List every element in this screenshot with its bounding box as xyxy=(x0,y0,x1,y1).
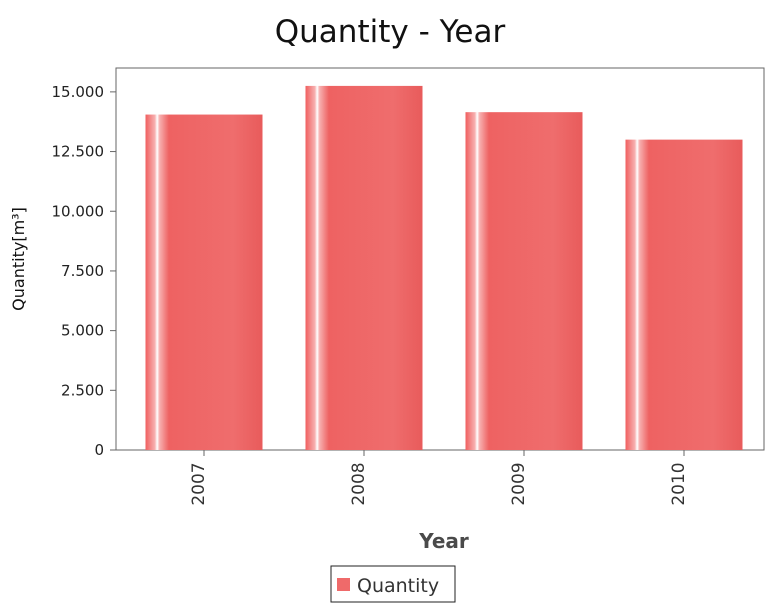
bar-2007 xyxy=(145,114,263,451)
y-tick-label: 7.500 xyxy=(61,262,104,280)
y-tick-label: 5.000 xyxy=(61,322,104,340)
bar-2009 xyxy=(465,112,583,450)
bars-group xyxy=(145,85,743,451)
x-axis-ticks: 2007 2008 2009 2010 xyxy=(189,450,689,506)
legend-swatch xyxy=(337,578,350,591)
x-tick-label: 2007 xyxy=(189,462,209,505)
y-tick-label: 2.500 xyxy=(61,381,104,399)
x-axis-label: Year xyxy=(418,529,469,553)
y-tick-label: 10.000 xyxy=(52,202,105,220)
bar-2008 xyxy=(305,85,423,450)
y-axis-label: Quantity[m³] xyxy=(9,207,28,311)
chart-title: Quantity - Year xyxy=(275,14,506,50)
legend-label: Quantity xyxy=(357,575,439,597)
legend: Quantity xyxy=(330,565,456,603)
y-tick-label: 12.500 xyxy=(52,143,105,161)
bar-2010 xyxy=(625,139,743,450)
x-tick-label: 2008 xyxy=(349,462,369,505)
legend-box xyxy=(330,565,456,603)
x-tick-label: 2010 xyxy=(669,462,689,505)
y-tick-label: 0 xyxy=(94,441,104,459)
y-axis-ticks: 0 2.500 5.000 7.500 10.000 12.500 15.000 xyxy=(52,83,116,459)
x-tick-label: 2009 xyxy=(509,462,529,505)
y-tick-label: 15.000 xyxy=(52,83,105,101)
